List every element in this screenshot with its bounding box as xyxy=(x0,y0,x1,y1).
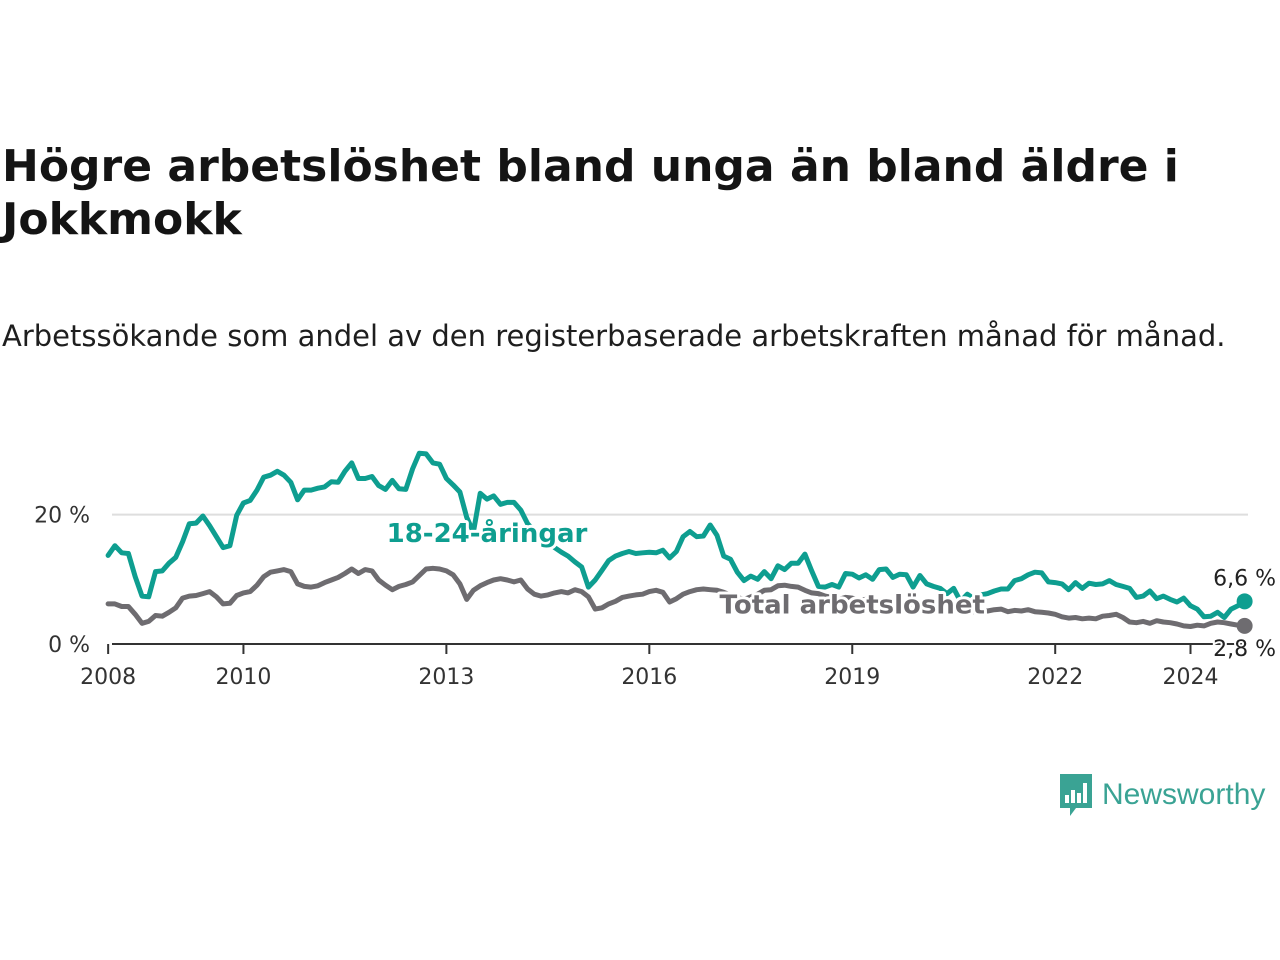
logo-text: Newsworthy xyxy=(1102,778,1266,811)
x-tick-label: 2016 xyxy=(621,665,677,690)
logo-icon xyxy=(1060,774,1092,816)
line-chart: 0 % 20 % 2008 2010 2013 2016 2019 2022 2024 18-2… xyxy=(34,450,1278,690)
chart-subtitle: Arbetssökande som andel av den registerb… xyxy=(2,319,1226,353)
series-end-label-1: 2,8 % xyxy=(1213,637,1276,662)
series-line-0 xyxy=(105,450,1248,620)
y-tick-label: 0 % xyxy=(48,633,90,658)
x-tick-label: 2010 xyxy=(215,665,271,690)
series-name-label-1: Total arbetslöshet xyxy=(720,591,985,621)
x-tick-label: 2013 xyxy=(418,665,474,690)
series-end-label-0: 6,6 % xyxy=(1213,566,1276,591)
x-tick-label: 2024 xyxy=(1163,665,1219,690)
y-tick-label: 20 % xyxy=(34,504,90,529)
series-line-1 xyxy=(105,565,1248,629)
x-tick-label: 2019 xyxy=(824,665,880,690)
series-end-dot-1 xyxy=(1236,617,1253,634)
x-tick-label: 2022 xyxy=(1027,665,1083,690)
series-lines xyxy=(105,450,1253,634)
newsworthy-logo: Newsworthy xyxy=(1058,772,1265,818)
axes: 0 % 20 % 2008 2010 2013 2016 2019 2022 2024 xyxy=(34,504,1248,690)
series-labels: 18-24-åringar Total arbetslöshet 6,6 % 2,8 … xyxy=(384,514,1278,664)
chart-title: Högre arbetslöshet bland unga än bland ä… xyxy=(2,141,1179,245)
series-name-label-0: 18-24-åringar xyxy=(387,517,588,549)
x-tick-label: 2008 xyxy=(80,665,136,690)
series-end-dot-0 xyxy=(1236,593,1253,610)
